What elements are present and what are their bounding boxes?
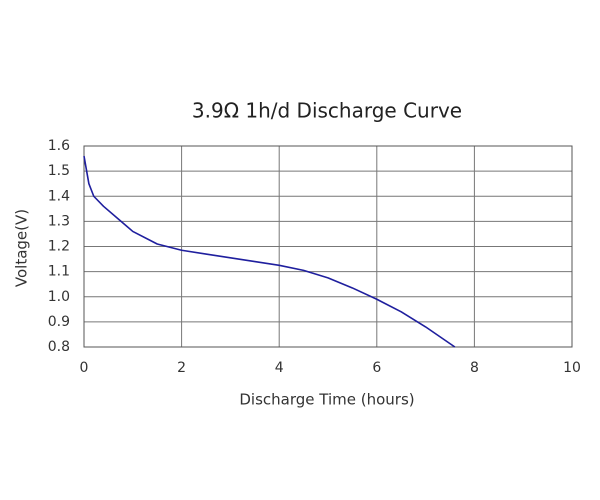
y-tick-label: 1.2 (48, 239, 70, 255)
y-tick-label: 1.6 (48, 138, 70, 154)
y-tick-label: 1.4 (48, 188, 70, 204)
x-tick-label: 10 (563, 360, 581, 376)
y-axis-label: Voltage(V) (13, 209, 31, 287)
x-axis-label: Discharge Time (hours) (239, 391, 414, 409)
plot-frame (83, 145, 573, 348)
x-tick-label: 4 (275, 360, 284, 376)
y-tick-label: 1.3 (48, 213, 70, 229)
y-tick-label: 1.5 (48, 163, 70, 179)
x-tick-label: 0 (80, 360, 89, 376)
y-tick-label: 0.8 (48, 339, 70, 355)
y-tick-label: 0.9 (48, 314, 70, 330)
chart-title: 3.9Ω 1h/d Discharge Curve (192, 99, 462, 123)
x-tick-label: 6 (372, 360, 381, 376)
line-series (83, 155, 456, 348)
x-tick-label: 2 (177, 360, 186, 376)
y-tick-label: 1.0 (48, 289, 70, 305)
y-tick-label: 1.1 (48, 264, 70, 280)
x-tick-label: 8 (470, 360, 479, 376)
grid (83, 145, 573, 348)
